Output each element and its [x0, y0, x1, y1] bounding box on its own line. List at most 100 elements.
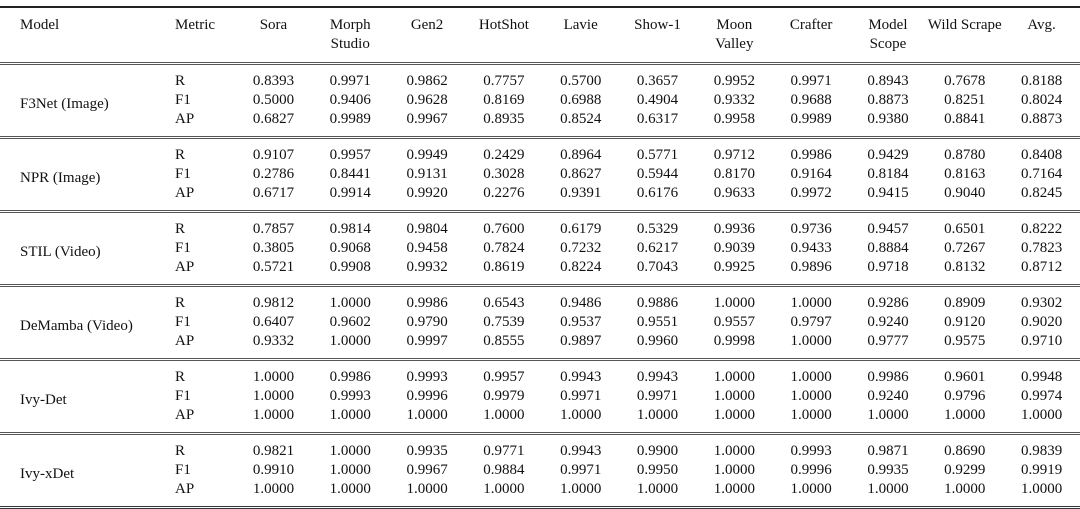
value-cell: 0.9240 — [867, 388, 909, 404]
value-cell: 0.9790 — [406, 314, 448, 330]
value-cell: 0.9551 — [636, 314, 679, 330]
model-name: DeMamba (Video) — [20, 317, 133, 334]
value-cell: 0.5944 — [636, 166, 679, 182]
value-cell: 0.9839 — [1020, 443, 1063, 459]
metric-label: R — [175, 147, 186, 163]
value-cell: 1.0000 — [329, 333, 371, 349]
value-cell: 1.0000 — [713, 369, 755, 385]
value-cell: 0.3028 — [483, 166, 525, 182]
value-cell: 0.7232 — [560, 240, 602, 256]
table-row: DeMamba (Video) R 0.9812 1.0000 0.9986 0.6543… — [0, 286, 1080, 334]
value-cell: 0.9974 — [1020, 388, 1063, 404]
table-row: AP 0.9332 1.0000 0.9997 0.8555 0.9897 0.9960 0.… — [0, 332, 1080, 360]
value-cell: 0.6827 — [252, 111, 295, 127]
value-cell: 0.9960 — [636, 333, 679, 349]
value-cell: 0.9862 — [406, 73, 448, 89]
value-cell: 1.0000 — [329, 407, 371, 423]
table-row: F1 0.5000 0.9406 0.9628 0.8169 0.6988 0.4904 0.… — [0, 91, 1080, 110]
value-cell: 0.8408 — [1020, 147, 1063, 163]
value-cell: 0.9814 — [329, 221, 371, 237]
model-name: STIL (Video) — [20, 243, 101, 260]
metric-label: AP — [175, 481, 195, 497]
value-cell: 1.0000 — [406, 481, 448, 497]
value-cell: 0.9986 — [790, 147, 832, 163]
value-cell: 0.9486 — [560, 295, 602, 311]
value-cell: 1.0000 — [406, 407, 448, 423]
metric-label: AP — [175, 333, 195, 349]
value-cell: 0.9812 — [252, 295, 295, 311]
value-cell: 0.9935 — [406, 443, 448, 459]
metric-label: AP — [175, 407, 195, 423]
value-cell: 0.9710 — [1020, 333, 1063, 349]
value-cell: 0.7757 — [483, 73, 525, 89]
value-cell: 0.5000 — [252, 92, 295, 108]
value-cell: 0.9998 — [713, 333, 755, 349]
model-group: Ivy-Det R 1.0000 0.9986 0.9993 0.9957 0.9943 0.… — [0, 359, 1080, 434]
metric-label: R — [175, 221, 186, 237]
table-row: F1 0.2786 0.8441 0.9131 0.3028 0.8627 0.5944 0.… — [0, 165, 1080, 184]
value-cell: 0.9957 — [483, 369, 525, 385]
value-cell: 0.8184 — [867, 166, 909, 182]
value-cell: 0.9900 — [636, 443, 679, 459]
value-cell: 0.9925 — [713, 259, 755, 275]
table-row: Ivy-xDet R 0.9821 1.0000 0.9935 0.9771 0.9943 0… — [0, 434, 1080, 482]
column-header: Avg. — [1027, 17, 1056, 33]
value-cell: 0.9777 — [867, 333, 909, 349]
value-cell: 0.8627 — [560, 166, 602, 182]
metric-label: F1 — [175, 92, 191, 108]
model-group: STIL (Video) R 0.7857 0.9814 0.9804 0.7600 0.6… — [0, 211, 1080, 286]
value-cell: 1.0000 — [713, 462, 755, 478]
value-cell: 0.9896 — [790, 259, 832, 275]
value-cell: 0.9932 — [406, 259, 448, 275]
value-cell: 0.9971 — [329, 73, 371, 89]
value-cell: 1.0000 — [636, 481, 679, 497]
value-cell: 1.0000 — [713, 295, 755, 311]
value-cell: 1.0000 — [252, 407, 295, 423]
value-cell: 0.9948 — [1020, 369, 1063, 385]
value-cell: 1.0000 — [790, 481, 832, 497]
value-cell: 0.9164 — [790, 166, 832, 182]
value-cell: 0.7824 — [483, 240, 525, 256]
value-cell: 0.9986 — [329, 369, 371, 385]
value-cell: 0.9971 — [560, 462, 602, 478]
table-row: Ivy-Det R 1.0000 0.9986 0.9993 0.9957 0.9943 0.… — [0, 360, 1080, 408]
table-row: F1 0.6407 0.9602 0.9790 0.7539 0.9537 0.9551 0.… — [0, 313, 1080, 332]
model-name: NPR (Image) — [20, 169, 101, 186]
value-cell: 0.8690 — [944, 443, 986, 459]
column-header: HotShot — [478, 17, 529, 33]
metric-label: F1 — [175, 462, 191, 478]
value-cell: 0.3657 — [636, 73, 679, 89]
value-cell: 0.2276 — [483, 185, 525, 201]
value-cell: 0.9302 — [1020, 295, 1063, 311]
value-cell: 0.9949 — [406, 147, 448, 163]
value-cell: 0.8524 — [560, 111, 602, 127]
value-cell: 0.9633 — [713, 185, 755, 201]
value-cell: 0.8222 — [1020, 221, 1063, 237]
value-cell: 0.6988 — [560, 92, 602, 108]
value-cell: 0.8935 — [483, 111, 525, 127]
value-cell: 0.8943 — [867, 73, 909, 89]
column-header: Lavie — [563, 17, 598, 33]
value-cell: 0.9332 — [713, 92, 755, 108]
value-cell: 0.9575 — [944, 333, 986, 349]
value-cell: 0.9993 — [790, 443, 832, 459]
table-row: F1 1.0000 0.9993 0.9996 0.9979 0.9971 0.9971 1.… — [0, 387, 1080, 406]
value-cell: 1.0000 — [944, 481, 986, 497]
value-cell: 0.5700 — [560, 73, 602, 89]
value-cell: 0.8163 — [944, 166, 986, 182]
table-row: F3Net (Image) R 0.8393 0.9971 0.9862 0.7757 0.… — [0, 64, 1080, 112]
model-name: Ivy-Det — [20, 391, 67, 408]
column-header: Sora — [259, 17, 288, 33]
value-cell: 0.9601 — [944, 369, 986, 385]
model-name: Ivy-xDet — [20, 465, 75, 482]
value-cell: 0.9458 — [406, 240, 448, 256]
header-row: Model Metric Sora Morph Studio Gen2 HotShot La… — [0, 7, 1080, 64]
value-cell: 1.0000 — [790, 407, 832, 423]
value-cell: 1.0000 — [329, 295, 371, 311]
value-cell: 0.6176 — [636, 185, 679, 201]
value-cell: 0.8873 — [867, 92, 909, 108]
metric-label: F1 — [175, 240, 191, 256]
value-cell: 0.9537 — [560, 314, 602, 330]
value-cell: 0.6217 — [636, 240, 679, 256]
metric-label: R — [175, 295, 186, 311]
